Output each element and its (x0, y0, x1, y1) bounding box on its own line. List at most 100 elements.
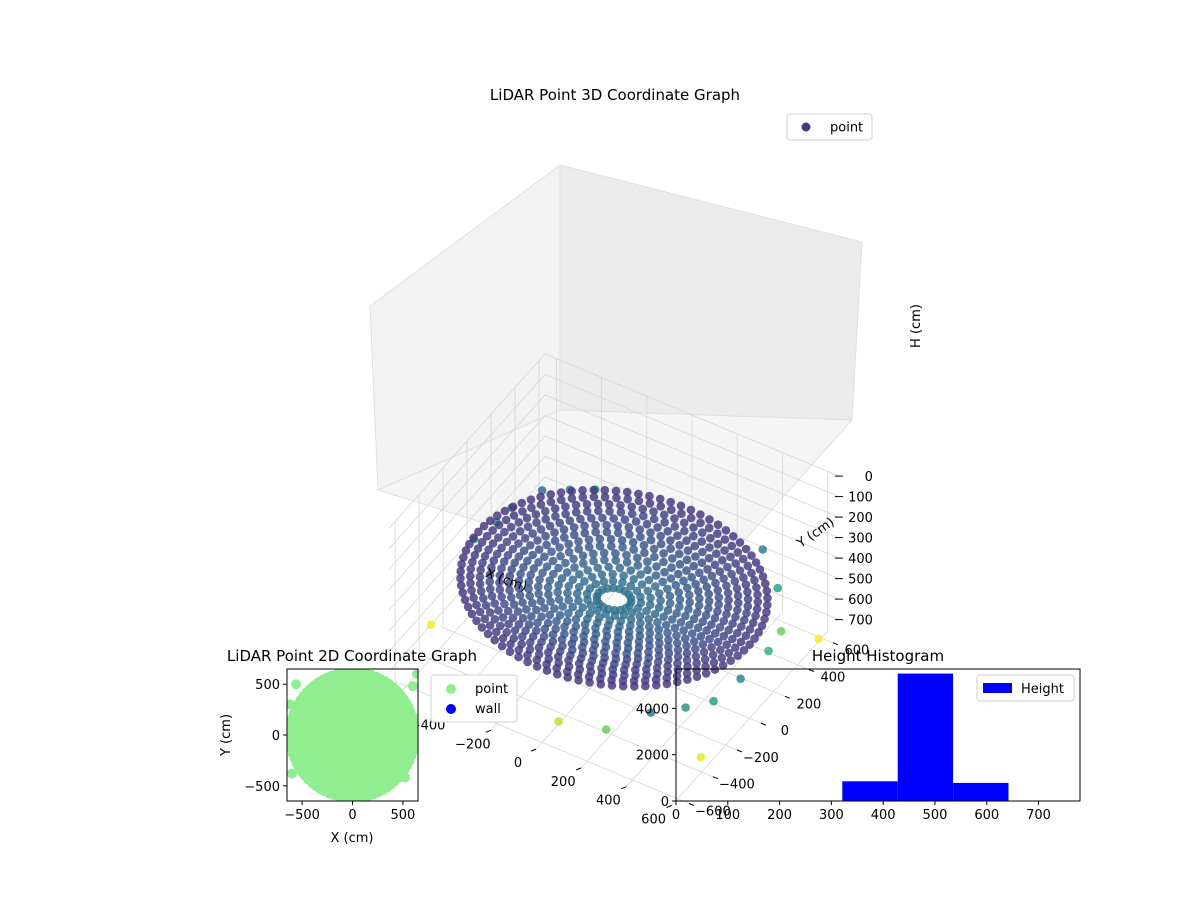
point3d-312 (643, 586, 653, 596)
point3d-26 (638, 504, 647, 514)
point3d-199 (667, 563, 676, 572)
point3d-228 (687, 573, 696, 582)
point3d-736 (542, 666, 552, 675)
point3d-128 (666, 544, 675, 553)
point3d-9 (600, 485, 610, 495)
chart-2d-yticks: −500 0 500 (244, 678, 287, 795)
point3d-646 (663, 661, 672, 671)
point2d-outlier-4 (399, 772, 410, 783)
point3d-119 (712, 549, 721, 558)
point3d-156 (584, 535, 594, 545)
point3d-511 (713, 637, 723, 647)
point3d-709 (662, 679, 672, 689)
point3d-478 (495, 585, 505, 594)
point3d-447 (644, 614, 653, 624)
xhist-tick-4: 400 (871, 808, 896, 823)
point3d-449 (685, 620, 694, 630)
point3d-319 (665, 591, 675, 601)
point3d-356 (704, 604, 713, 613)
point3d-483 (645, 622, 654, 631)
grid-h-2 (388, 394, 840, 570)
x3d-tick-6: 600 (641, 813, 666, 828)
point3d-401 (642, 606, 651, 616)
point3d-685 (709, 696, 718, 706)
point3d-208 (707, 571, 717, 581)
point3d-2 (634, 489, 643, 499)
point3d-540 (707, 643, 716, 652)
point3d-74 (663, 527, 673, 536)
point3d-746 (601, 725, 611, 734)
point3d-11 (589, 485, 598, 495)
point3d-64 (642, 519, 652, 529)
point3d-272 (682, 583, 692, 593)
point3d-346 (557, 574, 567, 583)
point3d-102 (551, 512, 560, 521)
point3d-593 (664, 648, 674, 658)
pane-back (559, 164, 863, 421)
xhist-tick-1: 100 (715, 808, 740, 823)
point3d-453 (426, 620, 436, 629)
point3d-215 (500, 527, 509, 537)
point3d-474 (536, 596, 546, 606)
point3d-501 (705, 634, 714, 644)
point3d-95 (602, 520, 611, 530)
point3d-322 (743, 601, 753, 611)
x3d-tick-5: 400 (596, 794, 621, 809)
point3d-604 (709, 658, 719, 667)
point3d-207 (622, 558, 632, 567)
point3d-547 (552, 616, 561, 626)
point3d-691 (553, 652, 563, 661)
point3d-514 (487, 591, 497, 601)
point3d-187 (541, 531, 550, 541)
point3d-20 (600, 492, 610, 502)
point3d-389 (740, 615, 749, 625)
point3d-93 (682, 536, 691, 545)
point3d-262 (753, 590, 762, 599)
grid-floor-y-2 (442, 627, 738, 751)
point3d-310 (542, 562, 552, 571)
point3d-151 (773, 583, 782, 593)
point3d-213 (633, 561, 643, 570)
point3d-384 (468, 557, 477, 567)
point3d-554 (527, 612, 536, 621)
point3d-307 (484, 545, 493, 554)
chart-hist-bars (842, 673, 1009, 801)
legend-height-swatch (983, 683, 1012, 693)
point3d-369 (684, 605, 693, 614)
chart-2d-xlabel: X (cm) (331, 831, 374, 846)
point3d-202 (695, 568, 704, 578)
point3d-158 (493, 511, 502, 520)
point3d-364 (526, 570, 535, 580)
point3d-51 (605, 507, 614, 516)
point3d-145 (559, 525, 569, 534)
point3d-629 (496, 621, 505, 631)
point3d-376 (516, 569, 525, 579)
point3d-13 (645, 499, 655, 508)
point3d-25 (686, 513, 696, 523)
point3d-351 (470, 550, 480, 560)
point3d-360 (751, 611, 760, 621)
point3d-182 (758, 572, 768, 581)
point3d-477 (515, 591, 525, 600)
point3d-664 (526, 638, 535, 647)
point3d-44 (639, 511, 648, 521)
point3d-517 (680, 634, 690, 643)
point3d-523 (509, 600, 519, 609)
point3d-361 (675, 602, 684, 611)
point3d-185 (611, 549, 620, 558)
point3d-372 (760, 614, 769, 624)
point3d-684 (544, 648, 553, 657)
point3d-243 (666, 574, 676, 583)
point3d-498 (663, 628, 672, 637)
point3d-148 (731, 559, 740, 568)
point3d-189 (715, 567, 725, 576)
point3d-37 (670, 514, 679, 523)
point3d-619 (480, 614, 490, 624)
point3d-136 (522, 513, 532, 523)
y2d-tick-1: 0 (272, 729, 280, 744)
point3d-621 (557, 635, 567, 644)
point3d-181 (584, 542, 594, 552)
point3d-396 (505, 571, 515, 581)
point3d-348 (733, 605, 742, 615)
point3d-254 (691, 579, 700, 589)
